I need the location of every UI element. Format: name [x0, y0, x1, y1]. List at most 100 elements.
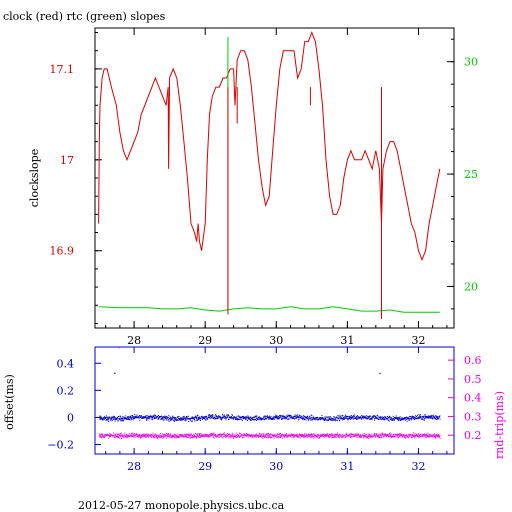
scatter-point — [136, 433, 137, 435]
footer-date-host: 2012-05-27 monopole.physics.ubc.ca — [78, 499, 285, 512]
scatter-point — [218, 417, 220, 419]
scatter-point — [312, 418, 314, 420]
scatter-point — [170, 417, 172, 419]
scatter-point — [227, 414, 229, 416]
scatter-point — [235, 417, 237, 419]
scatter-point — [412, 434, 413, 436]
scatter-point — [251, 417, 253, 419]
scatter-point — [198, 437, 200, 438]
scatter-point — [351, 416, 353, 418]
scatter-point — [147, 419, 149, 421]
scatter-point — [235, 416, 237, 418]
scatter-point — [194, 436, 196, 438]
scatter-point — [123, 418, 125, 420]
scatter-point — [169, 417, 171, 419]
scatter-point — [139, 415, 141, 416]
scatter-point — [372, 436, 374, 438]
scatter-point — [363, 435, 365, 437]
scatter-point — [423, 418, 425, 420]
scatter-point — [131, 436, 133, 437]
scatter-point — [215, 418, 217, 420]
scatter-point — [288, 435, 289, 436]
scatter-point — [433, 433, 435, 435]
scatter-point — [275, 437, 277, 439]
scatter-point — [267, 435, 268, 437]
scatter-point — [288, 415, 290, 417]
scatter-point — [239, 416, 241, 418]
scatter-point — [275, 414, 277, 416]
scatter-point — [300, 435, 301, 436]
scatter-point — [212, 416, 214, 418]
scatter-point — [305, 435, 307, 437]
scatter-point — [196, 433, 198, 435]
scatter-point — [302, 435, 304, 437]
scatter-point — [387, 434, 389, 436]
scatter-point — [197, 415, 199, 417]
scatter-point — [172, 435, 174, 436]
scatter-point — [213, 433, 215, 435]
scatter-point — [199, 417, 201, 419]
scatter-point — [113, 418, 115, 420]
scatter-point — [145, 415, 147, 417]
scatter-point — [412, 416, 414, 418]
scatter-point — [258, 434, 260, 436]
scatter-point — [281, 418, 283, 420]
scatter-point — [158, 418, 159, 419]
scatter-point — [192, 420, 194, 422]
scatter-point — [382, 418, 384, 420]
scatter-point — [367, 433, 369, 435]
scatter-point — [191, 417, 193, 419]
scatter-point — [406, 420, 408, 422]
scatter-point — [251, 418, 253, 420]
scatter-point — [217, 436, 219, 438]
scatter-point — [159, 417, 161, 419]
scatter-point — [145, 416, 147, 418]
scatter-point — [147, 416, 149, 418]
scatter-point — [166, 418, 168, 420]
scatter-point — [268, 433, 270, 434]
scatter-point — [245, 416, 247, 418]
scatter-point — [263, 415, 265, 417]
scatter-point — [350, 436, 352, 437]
scatter-point — [230, 437, 232, 439]
scatter-point — [173, 418, 175, 420]
scatter-point — [246, 435, 247, 437]
scatter-point — [360, 416, 362, 418]
scatter-point — [114, 418, 116, 420]
scatter-point — [298, 416, 300, 418]
scatter-point — [233, 416, 235, 418]
scatter-point — [157, 415, 159, 417]
scatter-point — [437, 418, 439, 420]
scatter-point — [276, 416, 278, 418]
scatter-point — [192, 436, 194, 438]
scatter-point — [323, 433, 325, 435]
scatter-point — [181, 417, 183, 419]
scatter-point — [345, 414, 346, 416]
scatter-point — [405, 417, 407, 419]
scatter-point — [101, 419, 103, 421]
scatter-point — [221, 434, 223, 436]
scatter-point — [339, 433, 340, 435]
scatter-point — [191, 436, 193, 438]
scatter-point — [429, 433, 431, 435]
scatter-point — [184, 434, 186, 436]
scatter-point — [237, 419, 239, 421]
scatter-point — [424, 414, 426, 415]
scatter-point — [237, 435, 239, 437]
scatter-point — [242, 437, 244, 439]
rndtrip-y2-tick-label: 0.3 — [464, 410, 482, 423]
scatter-point — [219, 417, 221, 419]
scatter-point — [308, 417, 310, 419]
scatter-point — [427, 417, 429, 419]
scatter-point — [257, 436, 259, 438]
scatter-point — [280, 416, 282, 418]
scatter-point — [299, 434, 301, 436]
scatter-point — [378, 437, 380, 439]
scatter-point — [141, 416, 143, 418]
scatter-point — [396, 419, 398, 420]
scatter-point — [237, 418, 239, 420]
scatter-point — [371, 417, 373, 419]
bottom-x-tick-label: 31 — [340, 460, 354, 473]
scatter-point — [438, 436, 440, 438]
